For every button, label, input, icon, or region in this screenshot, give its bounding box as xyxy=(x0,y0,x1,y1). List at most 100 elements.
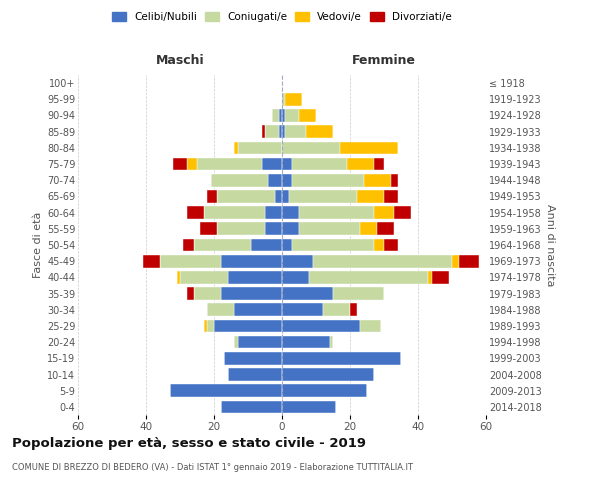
Bar xyxy=(278,109,282,122)
Bar xyxy=(173,158,187,170)
Bar xyxy=(272,109,278,122)
Bar xyxy=(221,255,282,268)
Bar xyxy=(214,320,282,332)
Bar xyxy=(431,271,449,283)
Bar xyxy=(306,126,333,138)
Bar xyxy=(194,288,221,300)
Bar xyxy=(204,206,265,219)
Bar xyxy=(282,336,329,348)
Bar xyxy=(265,126,278,138)
Bar xyxy=(299,222,360,235)
Bar xyxy=(350,304,357,316)
Bar xyxy=(197,158,262,170)
Bar xyxy=(227,368,282,381)
Bar xyxy=(160,255,221,268)
Text: Popolazione per età, sesso e stato civile - 2019: Popolazione per età, sesso e stato civil… xyxy=(12,437,366,450)
Bar xyxy=(211,174,268,186)
Bar xyxy=(282,304,323,316)
Bar xyxy=(282,206,299,219)
Text: Maschi: Maschi xyxy=(155,54,205,66)
Bar xyxy=(374,238,384,252)
Bar xyxy=(217,222,265,235)
Bar xyxy=(313,255,452,268)
Bar xyxy=(187,288,194,300)
Text: COMUNE DI BREZZO DI BEDERO (VA) - Dati ISTAT 1° gennaio 2019 - Elaborazione TUTT: COMUNE DI BREZZO DI BEDERO (VA) - Dati I… xyxy=(12,464,413,472)
Bar xyxy=(384,190,398,202)
Y-axis label: Fasce di età: Fasce di età xyxy=(32,212,43,278)
Bar xyxy=(282,158,292,170)
Bar xyxy=(282,174,292,186)
Bar xyxy=(227,271,282,283)
Bar xyxy=(282,288,333,300)
Bar xyxy=(292,238,374,252)
Bar xyxy=(282,352,401,364)
Bar xyxy=(187,206,204,219)
Bar xyxy=(262,158,282,170)
Bar xyxy=(235,336,238,348)
Bar xyxy=(428,271,431,283)
Bar xyxy=(282,93,286,106)
Bar xyxy=(282,238,292,252)
Bar xyxy=(282,109,286,122)
Bar xyxy=(207,190,217,202)
Bar xyxy=(282,368,374,381)
Bar xyxy=(265,222,282,235)
Bar xyxy=(184,238,194,252)
Bar xyxy=(170,384,282,397)
Bar xyxy=(282,190,289,202)
Bar xyxy=(309,271,428,283)
Bar xyxy=(282,271,309,283)
Bar xyxy=(282,222,299,235)
Bar xyxy=(374,206,394,219)
Bar xyxy=(289,190,357,202)
Bar xyxy=(143,255,160,268)
Bar xyxy=(268,174,282,186)
Bar xyxy=(286,126,306,138)
Bar xyxy=(275,190,282,202)
Bar xyxy=(235,304,282,316)
Bar xyxy=(221,400,282,413)
Bar xyxy=(194,238,251,252)
Bar xyxy=(204,320,207,332)
Bar xyxy=(286,93,302,106)
Bar xyxy=(394,206,411,219)
Bar xyxy=(282,384,367,397)
Bar xyxy=(364,174,391,186)
Bar xyxy=(180,271,227,283)
Bar xyxy=(217,190,275,202)
Bar xyxy=(374,158,384,170)
Bar xyxy=(299,206,374,219)
Bar xyxy=(282,255,313,268)
Bar xyxy=(238,336,282,348)
Bar xyxy=(282,400,337,413)
Bar xyxy=(347,158,374,170)
Bar xyxy=(200,222,217,235)
Text: Femmine: Femmine xyxy=(352,54,416,66)
Bar xyxy=(292,174,364,186)
Bar xyxy=(187,158,197,170)
Bar xyxy=(299,109,316,122)
Y-axis label: Anni di nascita: Anni di nascita xyxy=(545,204,556,286)
Bar xyxy=(286,109,299,122)
Bar xyxy=(452,255,459,268)
Bar xyxy=(377,222,394,235)
Bar xyxy=(207,304,235,316)
Bar xyxy=(207,320,214,332)
Bar xyxy=(292,158,347,170)
Bar xyxy=(235,142,238,154)
Bar xyxy=(323,304,350,316)
Bar xyxy=(360,320,380,332)
Bar xyxy=(384,238,398,252)
Bar xyxy=(224,352,282,364)
Bar xyxy=(176,271,180,283)
Bar xyxy=(282,126,286,138)
Bar xyxy=(278,126,282,138)
Bar xyxy=(238,142,282,154)
Bar xyxy=(459,255,479,268)
Bar xyxy=(282,142,340,154)
Bar xyxy=(262,126,265,138)
Bar xyxy=(329,336,333,348)
Bar xyxy=(357,190,384,202)
Bar xyxy=(282,320,360,332)
Bar xyxy=(251,238,282,252)
